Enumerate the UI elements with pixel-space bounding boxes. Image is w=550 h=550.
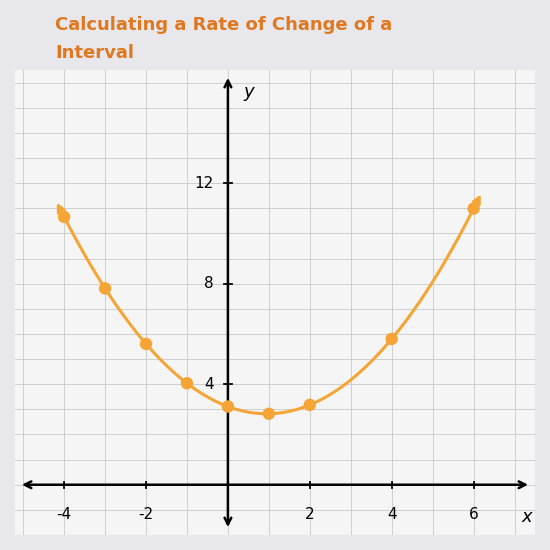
Point xyxy=(101,284,109,293)
Text: 6: 6 xyxy=(469,507,478,522)
Text: y: y xyxy=(243,82,254,101)
Text: 12: 12 xyxy=(194,175,213,191)
Point xyxy=(305,400,314,409)
Text: -2: -2 xyxy=(139,507,153,522)
Point xyxy=(387,334,396,343)
Point xyxy=(60,212,69,221)
Point xyxy=(183,379,191,388)
Point xyxy=(469,204,478,213)
Text: x: x xyxy=(521,508,532,526)
Text: 4: 4 xyxy=(387,507,397,522)
Text: 8: 8 xyxy=(204,276,213,291)
Text: -4: -4 xyxy=(57,507,72,522)
Text: Interval: Interval xyxy=(55,44,134,62)
Text: Calculating a Rate of Change of a: Calculating a Rate of Change of a xyxy=(55,16,392,35)
Text: 4: 4 xyxy=(204,377,213,392)
Point xyxy=(265,409,273,418)
Text: 2: 2 xyxy=(305,507,315,522)
Point xyxy=(141,339,150,348)
Point xyxy=(223,402,232,411)
